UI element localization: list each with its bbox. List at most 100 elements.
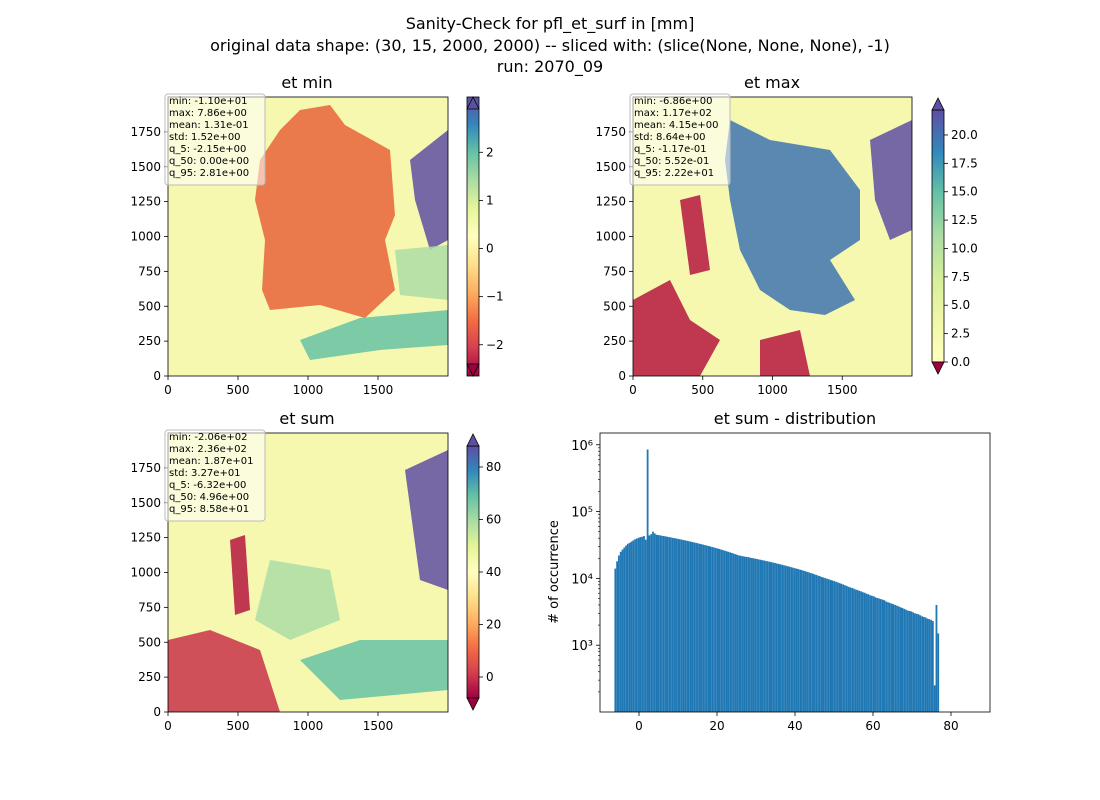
colorbar-tick-label: 2 [486, 145, 494, 159]
histogram-bars [614, 449, 940, 712]
histogram-bar [745, 556, 748, 712]
colorbar [931, 109, 945, 363]
histogram-bar [641, 536, 644, 712]
histogram-bar [847, 586, 850, 712]
x-tick-label: 1500 [827, 383, 858, 397]
histogram-bar [836, 582, 839, 712]
histogram-bar [677, 538, 680, 712]
y-tick-label: 500 [603, 299, 626, 313]
histogram-bar [784, 565, 787, 712]
y-tick-label: 250 [603, 334, 626, 348]
figure-title-line-1: Sanity-Check for pfl_et_surf in [mm] [406, 14, 695, 34]
histogram-bar [801, 570, 803, 712]
histogram-bar [851, 587, 854, 712]
histogram-bar [820, 576, 823, 712]
histogram-bar [860, 591, 862, 712]
colorbar [466, 96, 480, 377]
histogram-bar [772, 562, 775, 712]
stats-line: max: 1.17e+02 [634, 108, 712, 119]
et-sum-title: et sum [279, 409, 334, 428]
histogram-bar [714, 547, 717, 712]
histogram-bar [731, 552, 733, 712]
histogram-bar [734, 554, 737, 712]
stats-line: q_50: 0.00e+00 [169, 156, 249, 167]
histogram-bar [822, 577, 825, 712]
stats-line: min: -2.06e+02 [169, 432, 248, 443]
histogram-bar [838, 583, 841, 712]
y-tick-label: 250 [138, 670, 161, 684]
histogram-bar [899, 607, 902, 712]
field-patch [680, 195, 710, 275]
histogram-bar [653, 533, 656, 712]
histogram-bar [729, 552, 732, 712]
y-tick-label: 10⁶ [571, 439, 593, 454]
stats-box [164, 93, 266, 186]
histogram-bar [914, 613, 916, 712]
histogram-bar [666, 536, 669, 712]
histogram-bar [774, 562, 776, 712]
x-tick-label: 40 [787, 719, 802, 733]
colorbar [466, 445, 480, 699]
histogram-bar [644, 539, 647, 712]
y-tick-label: 1000 [595, 230, 626, 244]
stats-line: max: 7.86e+00 [169, 108, 247, 119]
colorbar-extend-top [466, 433, 480, 447]
histogram-bar [643, 536, 645, 712]
stats-box [164, 429, 266, 522]
histogram-bar [648, 535, 651, 712]
histogram-bar [818, 576, 821, 712]
histogram-bar [679, 539, 681, 712]
stats-line: q_95: 2.22e+01 [634, 168, 714, 179]
histogram-bar [923, 616, 925, 712]
histogram-bar [840, 583, 843, 712]
field-patch [255, 560, 340, 640]
histogram-bar [910, 611, 913, 712]
histogram-bar [759, 559, 762, 712]
et-sum-panel: et sum 0 500 1000 1500 0 250 500 750 1000 1250 15… [130, 409, 501, 733]
histogram-bar [628, 542, 631, 712]
histogram-bar [754, 558, 757, 712]
y-tick-label: 10³ [571, 639, 593, 654]
stats-line: q_50: 5.52e-01 [634, 156, 709, 167]
histogram-bar [915, 613, 918, 712]
histogram-bar [867, 594, 870, 712]
histogram-bar [623, 547, 626, 712]
y-tick-label: 1750 [130, 125, 161, 139]
field-patch [168, 630, 280, 712]
colorbar-tick-label: −2 [486, 338, 504, 352]
x-tick-label: 500 [691, 383, 714, 397]
histogram-title: et sum - distribution [714, 409, 876, 428]
x-tick-label: 80 [943, 719, 958, 733]
histogram-bar [894, 604, 897, 712]
colorbar-tick-label: 5.0 [951, 298, 970, 312]
histogram-bar [621, 549, 624, 712]
histogram-bar [844, 585, 846, 712]
histogram-bar [870, 595, 873, 712]
histogram-bar [637, 537, 640, 712]
field-patch [870, 120, 912, 240]
colorbar-tick-label: 10.0 [951, 241, 978, 255]
histogram-bar [781, 564, 784, 712]
stats-line: min: -6.86e+00 [634, 96, 713, 107]
x-tick-label: 0 [635, 719, 643, 733]
figure-title-line-2: original data shape: (30, 15, 2000, 2000… [210, 36, 890, 55]
histogram-bar [668, 537, 671, 712]
stats-line: mean: 4.15e+00 [634, 120, 718, 131]
histogram-bar [926, 618, 929, 712]
histogram-bar [842, 584, 845, 712]
histogram-bar [639, 537, 642, 712]
histogram-bar [698, 543, 701, 712]
et-min-title: et min [281, 73, 332, 92]
y-tick-label: 0 [153, 705, 161, 719]
histogram-bar [750, 557, 753, 712]
histogram-bar [723, 550, 726, 712]
et-max-title: et max [744, 73, 800, 92]
histogram-bar [921, 616, 923, 712]
x-tick-label: 0 [164, 383, 172, 397]
stats-line: max: 2.36e+02 [169, 444, 247, 455]
histogram-bar [684, 540, 687, 712]
x-tick-label: 0 [629, 383, 637, 397]
histogram-bar [797, 569, 800, 712]
histogram-bar [711, 546, 714, 712]
histogram-bar [930, 619, 932, 712]
